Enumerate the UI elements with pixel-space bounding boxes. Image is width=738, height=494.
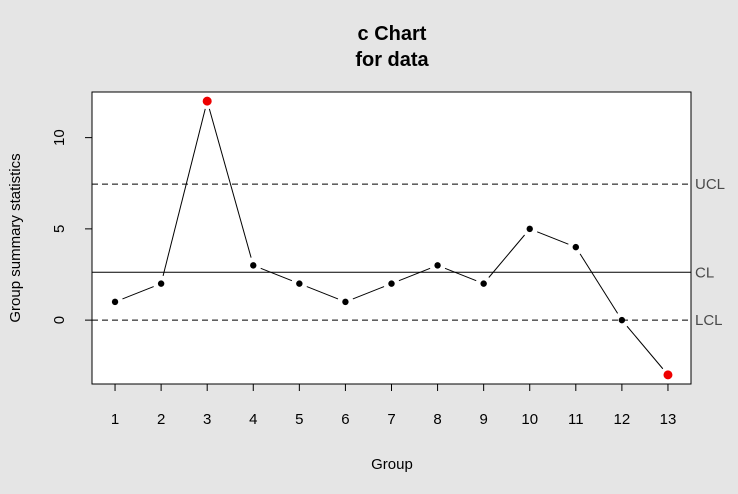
x-tick-label: 11 <box>568 411 584 428</box>
series-segment <box>444 267 477 282</box>
ucl-label: UCL <box>695 176 725 193</box>
data-point <box>526 225 533 233</box>
series-segment <box>579 253 619 314</box>
x-axis-label: Group <box>371 456 413 473</box>
series-segment <box>488 234 525 278</box>
data-point <box>618 316 626 324</box>
series-segment <box>352 286 385 300</box>
x-tick-label: 8 <box>433 411 441 428</box>
x-tick-label: 1 <box>111 411 119 428</box>
x-tick-label: 6 <box>341 411 349 428</box>
chart-title-line1: c Chart <box>358 23 427 45</box>
data-point <box>250 262 257 269</box>
series-segment <box>306 286 339 300</box>
cl-label: CL <box>695 264 714 281</box>
data-point <box>572 243 580 251</box>
data-point <box>111 298 119 306</box>
violation-point <box>663 370 673 380</box>
x-tick-label: 9 <box>479 411 487 428</box>
series-segment <box>626 325 664 370</box>
chart-title-line2: for data <box>355 49 429 71</box>
plot-panel <box>91 91 692 385</box>
y-axis-label: Group summary statistics <box>7 153 24 322</box>
data-point <box>342 298 349 306</box>
series-segment <box>536 231 569 245</box>
violation-point <box>202 96 212 106</box>
series-segment <box>208 108 252 258</box>
data-point <box>388 280 395 287</box>
y-tick-label: 0 <box>51 316 68 324</box>
x-tick-label: 4 <box>249 411 257 428</box>
series-segment <box>398 267 431 282</box>
y-tick-label: 10 <box>51 129 68 146</box>
data-point <box>480 280 487 287</box>
x-tick-label: 2 <box>157 411 165 428</box>
x-tick-label: 12 <box>614 411 631 428</box>
series-segment <box>162 108 206 276</box>
lcl-label: LCL <box>695 312 723 329</box>
y-tick-label: 5 <box>51 225 68 233</box>
series-segment <box>260 267 293 282</box>
x-tick-label: 13 <box>660 411 677 428</box>
series-segment <box>122 286 154 300</box>
x-tick-label: 5 <box>295 411 303 428</box>
data-point <box>434 262 441 269</box>
data-point <box>157 280 165 287</box>
x-tick-label: 3 <box>203 411 211 428</box>
x-tick-label: 10 <box>521 411 538 428</box>
data-point <box>296 280 303 287</box>
x-tick-label: 7 <box>387 411 395 428</box>
